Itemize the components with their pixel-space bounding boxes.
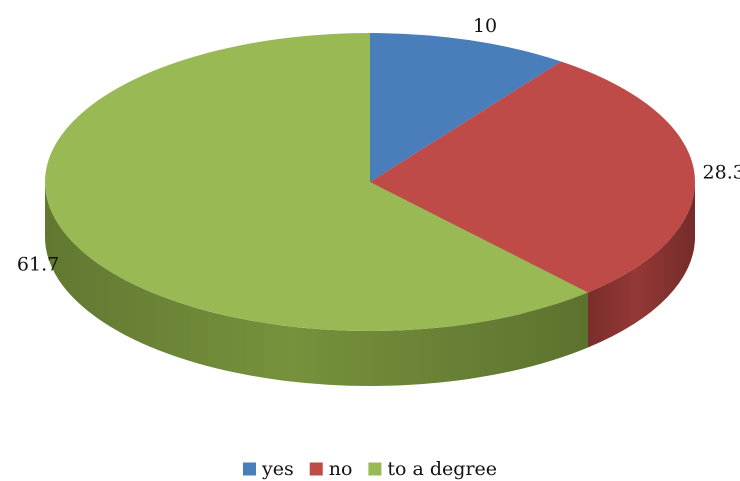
pie-slice-side-shade (587, 182, 695, 348)
legend: yes no to a degree (242, 458, 497, 480)
data-label-no: 28.3 (703, 161, 740, 183)
pie-slice-yes (370, 33, 562, 182)
data-label-to-a-degree: 61.7 (17, 253, 59, 275)
pie-slice-to-a-degree (44, 33, 588, 331)
pie-tops (44, 33, 695, 331)
legend-label-to-a-degree: to a degree (387, 458, 497, 480)
legend-swatch-no (309, 462, 323, 476)
legend-label-no: no (329, 458, 353, 480)
pie-slice-side-shade (45, 182, 588, 386)
pie-slice-no (370, 61, 695, 293)
legend-swatch-to-a-degree (368, 462, 382, 476)
data-labels: 10 28.3 61.7 (17, 15, 740, 275)
data-label-yes: 10 (473, 15, 497, 37)
legend-label-yes: yes (261, 458, 294, 480)
legend-swatch-yes (242, 462, 256, 476)
